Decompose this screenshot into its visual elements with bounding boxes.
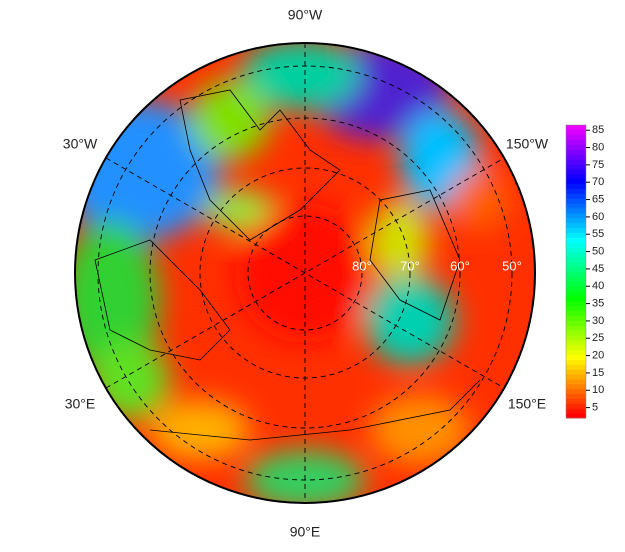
colorbar-swatch — [566, 305, 586, 312]
colorbar-swatch — [566, 193, 586, 199]
colorbar-swatch — [566, 320, 586, 326]
colorbar-swatch — [566, 154, 586, 160]
colorbar-tick-label: 20 — [592, 349, 604, 361]
colorbar-tick-label: 25 — [592, 332, 604, 344]
colorbar-tick-label: 30 — [592, 315, 604, 327]
latitude-label: 50° — [502, 258, 522, 273]
colorbar-swatch — [566, 413, 586, 419]
colorbar-swatch — [566, 339, 586, 346]
colorbar-tick-label: 35 — [592, 297, 604, 309]
colorbar-swatch — [566, 125, 586, 131]
colorbar-swatch — [566, 266, 586, 272]
latitude-label: 80° — [352, 258, 372, 273]
colorbar-swatch — [566, 310, 586, 316]
colorbar-tick-label: 85 — [592, 124, 604, 136]
colorbar-swatch — [566, 349, 586, 356]
colorbar-swatch — [566, 354, 586, 360]
colorbar-swatch — [566, 232, 586, 238]
latitude-label: 70° — [400, 258, 420, 273]
colorbar-swatch — [566, 134, 586, 141]
colorbar-swatch — [566, 291, 586, 297]
longitude-label: 150°E — [508, 396, 546, 412]
colorbar-swatch — [566, 359, 586, 365]
colorbar-swatch — [566, 208, 586, 214]
colorbar-frame — [565, 124, 587, 419]
colorbar-swatch — [566, 369, 586, 375]
colorbar-swatch — [566, 398, 586, 404]
colorbar-swatch — [566, 286, 586, 292]
colorbar-swatch — [566, 403, 586, 409]
colorbar-tick-label: 70 — [592, 176, 604, 188]
colorbar-swatch — [566, 330, 586, 336]
colorbar-swatch — [566, 183, 586, 189]
colorbar-swatch — [566, 334, 586, 341]
colorbar-swatch — [566, 159, 586, 165]
colorbar-tick-label: 40 — [592, 280, 604, 292]
longitude-label: 90°E — [290, 524, 321, 540]
colorbar-tick-label: 80 — [592, 141, 604, 153]
colorbar-swatch — [566, 173, 586, 180]
colorbar-tick-label: 65 — [592, 193, 604, 205]
colorbar-swatch — [566, 295, 586, 302]
colorbar-swatch — [566, 217, 586, 224]
colorbar-tick-label: 55 — [592, 228, 604, 240]
longitude-label: 30°E — [65, 396, 96, 412]
colorbar-swatch — [566, 256, 586, 263]
colorbar-tick-label: 10 — [592, 384, 604, 396]
graticule — [97, 43, 513, 503]
colorbar-swatch — [566, 364, 586, 370]
colorbar-swatch — [566, 164, 586, 170]
colorbar-swatch — [566, 144, 586, 150]
colorbar-swatch — [566, 129, 586, 136]
colorbar-swatch — [566, 261, 586, 268]
colorbar-swatch — [566, 276, 586, 282]
longitude-label: 90°W — [288, 7, 323, 23]
colorbar-swatch — [566, 212, 586, 219]
colorbar-swatch — [566, 168, 586, 175]
colorbar-swatch — [566, 198, 586, 204]
colorbar-swatch — [566, 374, 586, 380]
colorbar-swatch — [566, 178, 586, 185]
colorbar-tick-label: 60 — [592, 211, 604, 223]
colorbar-tick-label: 75 — [592, 159, 604, 171]
colorbar-swatch — [566, 325, 586, 331]
longitude-label: 30°W — [63, 136, 98, 152]
latitude-label: 60° — [450, 258, 470, 273]
colorbar-swatch — [566, 149, 586, 155]
colorbar-swatch — [566, 188, 586, 194]
colorbar-swatch — [566, 271, 586, 277]
colorbar-swatch — [566, 315, 586, 321]
colorbar-swatch — [566, 408, 586, 414]
colorbar: 5 10 15 20 25 30 35 40 45 50 55 60 65 70 75 80 85 — [565, 124, 604, 419]
colorbar-swatch — [566, 227, 586, 233]
colorbar-swatch — [566, 222, 586, 229]
colorbar-swatch — [566, 388, 586, 395]
colorbar-swatch — [566, 242, 586, 248]
colorbar-swatch — [566, 383, 586, 390]
colorbar-tick-label: 50 — [592, 245, 604, 257]
map-border — [74, 42, 536, 504]
colorbar-swatch — [566, 251, 586, 258]
colorbar-swatch — [566, 393, 586, 399]
colorbar-swatch — [566, 300, 586, 307]
colorbar-swatch — [566, 203, 586, 209]
colorbar-swatch — [566, 237, 586, 243]
colorbar-swatch — [566, 281, 586, 287]
colorbar-swatch — [566, 378, 586, 385]
colorbar-tick-label: 15 — [592, 367, 604, 379]
coastline — [94, 89, 481, 441]
colorbar-swatch — [566, 139, 586, 146]
longitude-label: 150°W — [506, 136, 549, 152]
colorbar-swatch — [566, 344, 586, 351]
colorbar-tick-label: 45 — [592, 263, 604, 275]
colorbar-tick-label: 5 — [592, 402, 598, 414]
colorbar-swatch — [566, 247, 586, 253]
